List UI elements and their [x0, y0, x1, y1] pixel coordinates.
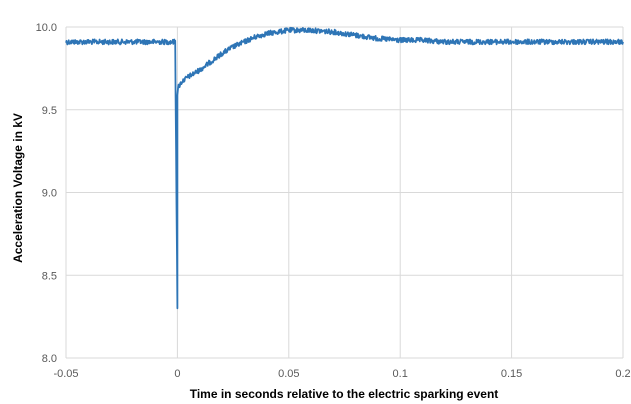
- y-axis-title: Acceleration Voltage in kV: [11, 113, 25, 263]
- series-group: [65, 26, 624, 310]
- voltage-series-line: [65, 26, 624, 310]
- y-tick-label: 9.0: [42, 188, 57, 200]
- y-tick-labels: 8.0 8.5 9.0 9.5 10.0: [36, 22, 57, 365]
- y-tick-label: 8.5: [42, 270, 57, 282]
- x-tick-label: 0.05: [278, 368, 299, 380]
- x-tick-labels: -0.05 0 0.05 0.1 0.15 0.2: [53, 368, 630, 380]
- y-tick-label: 10.0: [36, 22, 57, 34]
- x-axis-title: Time in seconds relative to the electric…: [190, 387, 499, 401]
- y-tick-label: 9.5: [42, 105, 57, 117]
- x-tick-label: 0.2: [615, 368, 630, 380]
- x-tick-label: 0.1: [393, 368, 408, 380]
- y-tick-label: 8.0: [42, 353, 57, 365]
- gridlines: [65, 26, 624, 359]
- x-tick-label: 0.15: [501, 368, 522, 380]
- x-tick-label: -0.05: [53, 368, 78, 380]
- x-tick-label: 0: [174, 368, 180, 380]
